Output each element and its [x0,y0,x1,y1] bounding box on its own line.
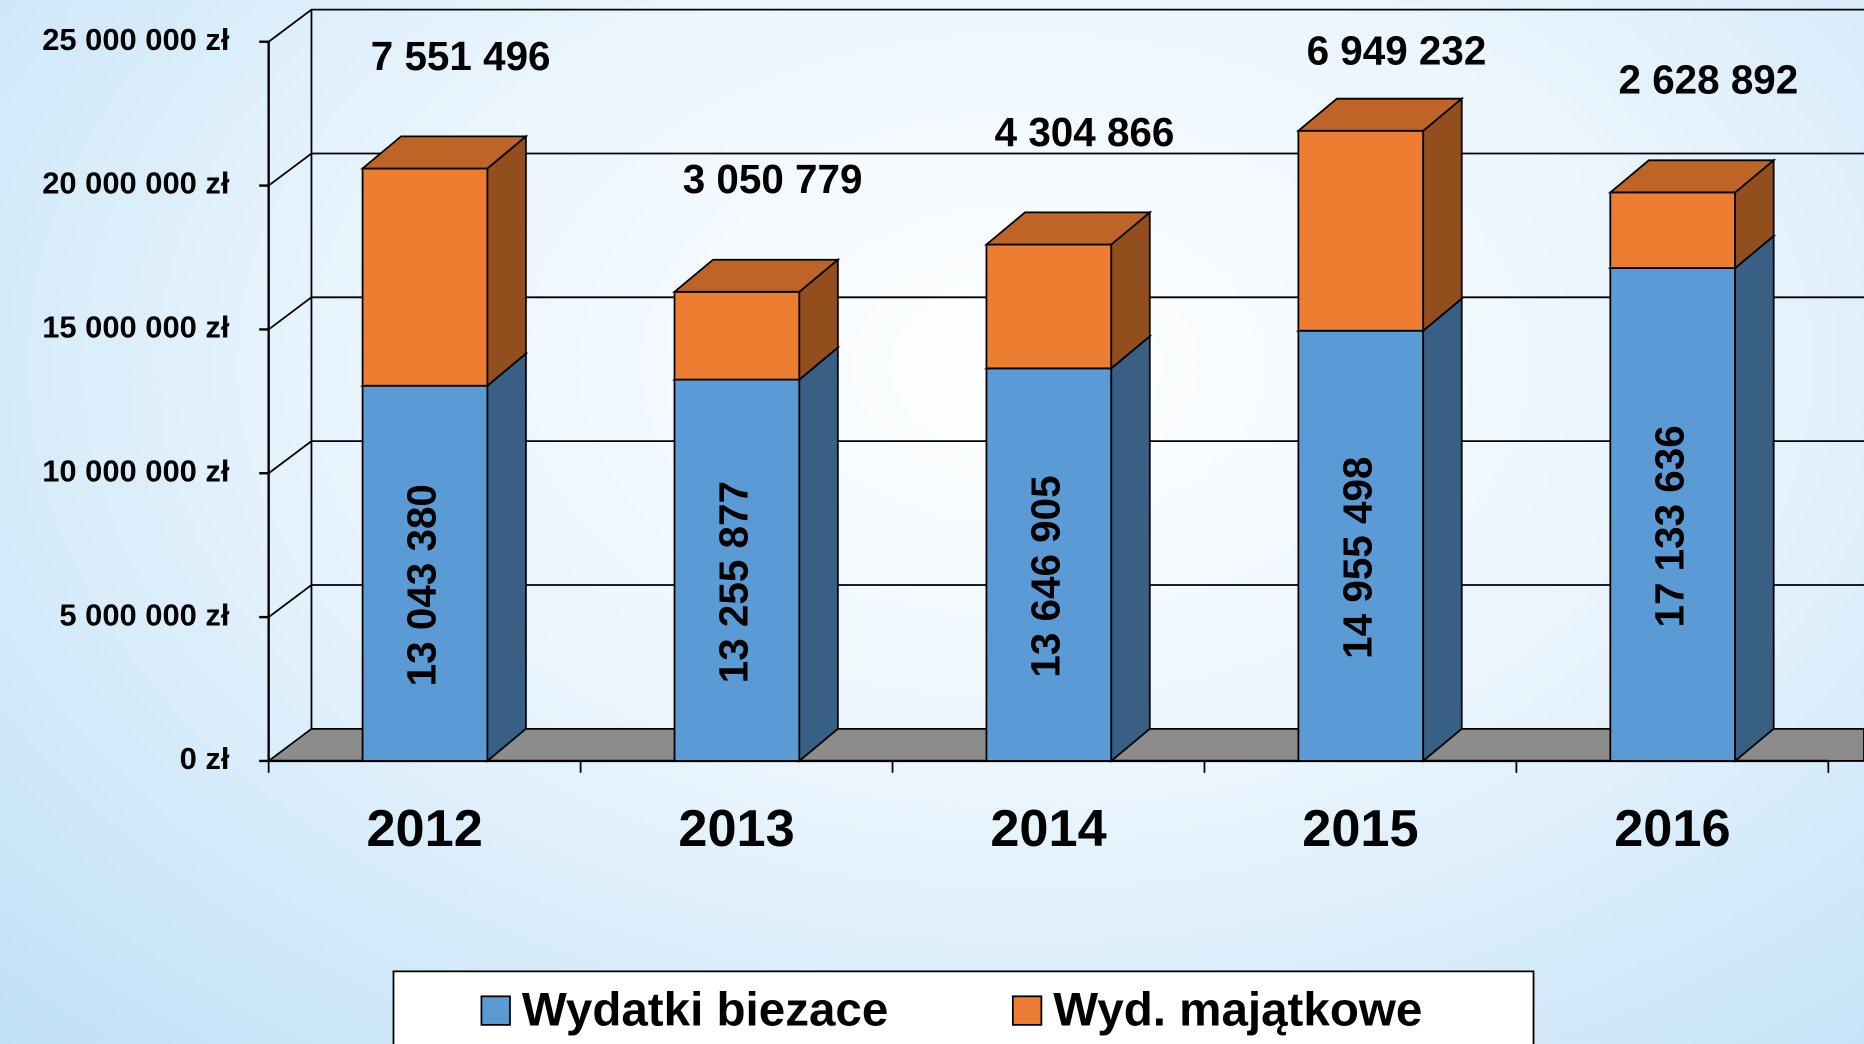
bar-segment [985,367,1113,762]
bar-side [486,134,527,388]
bar-segment [673,290,801,381]
bar-side [1422,96,1463,333]
bar-segment [985,243,1113,370]
bar-top [1607,159,1777,194]
bar-top [672,258,841,293]
data-label: 13 255 877 [711,481,757,683]
bar-side [1422,296,1463,763]
data-label: 6 949 232 [1307,27,1487,73]
y-tick-label: 25 000 000 zł [42,22,230,57]
grid-line [268,8,1864,43]
legend-label: Wyd. majątkowe [1053,984,1422,1037]
bar-segment [361,167,489,387]
data-label: 2 628 892 [1619,57,1799,103]
data-label: 13 646 905 [1023,475,1069,677]
bar-side [1734,234,1775,763]
bar-top [360,135,529,170]
bar-segment [673,378,801,762]
bar-segment [1609,267,1737,762]
bar-top [1295,97,1465,132]
legend-label: Wydatki biezace [522,984,888,1037]
bar-segment [1297,129,1425,332]
bar-side [486,351,527,763]
legend-swatch [1011,995,1043,1026]
y-tick-label: 10 000 000 zł [42,453,230,488]
x-tick-label: 2012 [366,800,482,858]
bar-segment [361,384,489,762]
y-tick-label: 5 000 000 zł [59,597,229,632]
data-label: 3 050 779 [683,156,863,202]
x-tick-label: 2015 [1302,800,1418,858]
bar-side [1110,334,1151,763]
data-label: 7 551 496 [371,33,551,79]
x-tick-label: 2013 [678,800,794,858]
bar-top [983,211,1153,246]
data-label: 14 955 498 [1334,457,1380,659]
y-tick-label: 0 zł [180,741,230,776]
legend-swatch [480,995,511,1026]
bar-segment [1297,329,1425,762]
bar-side [798,345,839,763]
x-tick-label: 2016 [1614,800,1730,858]
data-label: 4 304 866 [995,109,1175,155]
y-tick-label: 20 000 000 zł [42,166,230,201]
x-tick-label: 2014 [990,800,1106,858]
data-label: 17 133 636 [1646,425,1692,627]
data-label: 13 043 380 [399,484,445,686]
y-tick-label: 15 000 000 zł [42,310,230,345]
legend-box [392,970,1535,1044]
bar-segment [1609,191,1737,269]
